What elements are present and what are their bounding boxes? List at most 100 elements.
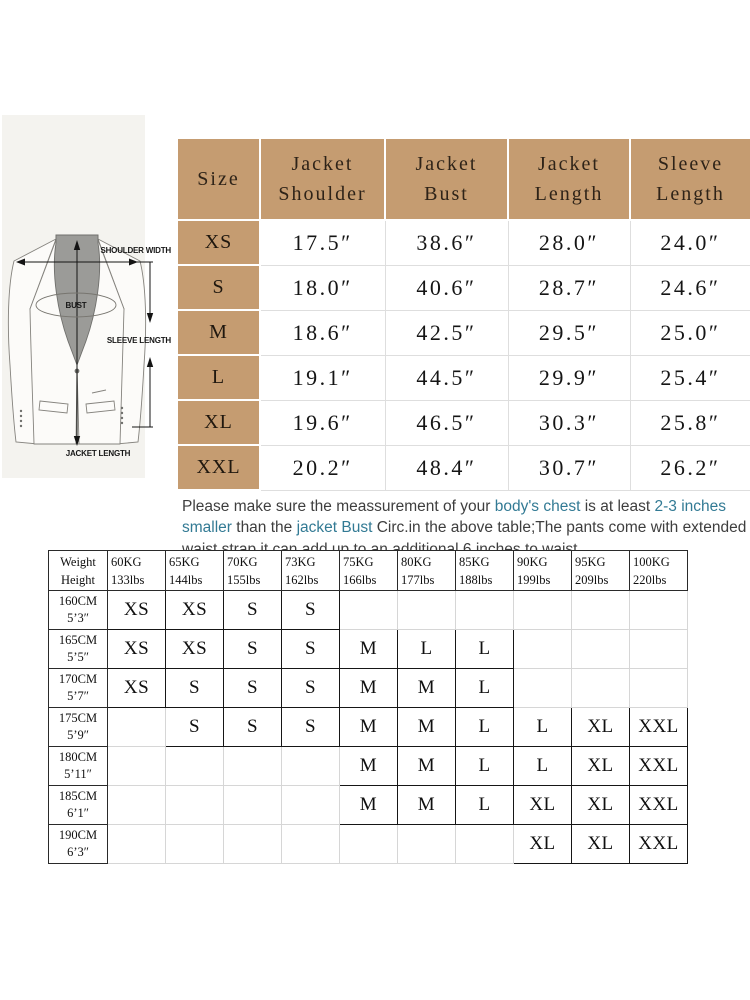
measurement-cell: 30.7″ [507,444,631,491]
height-ft: 5’3″ [67,611,89,625]
measurement-cell: 46.5″ [384,399,509,446]
weight-kg: 70KG [227,554,258,569]
weight-lbs: 144lbs [169,572,203,587]
measurement-cell: 19.1″ [259,354,386,401]
jacket-illustration: SHOULDER WIDTH BUST SLEEVE LENGTH JACKET… [2,115,172,478]
bust-ellipse [35,292,117,318]
height-cm: 165CM [58,633,98,647]
fit-size-cell: XS [165,629,224,669]
weight-kg: 90KG [517,554,548,569]
note-highlight: body's chest [494,497,581,515]
height-ft: 5’9″ [67,728,89,742]
fit-size-cell: S [223,629,282,669]
size-row: XS 17.5″ 38.6″ 28.0″ 24.0″ [176,219,750,266]
note-text: Please make sure the meassurement of you… [182,497,495,515]
fit-size-cell: S [165,668,224,708]
fit-size-cell: L [455,707,514,747]
measurement-cell: 30.3″ [507,399,631,446]
measurement-cell: 42.5″ [384,309,509,356]
size-chart-column-header: Sleeve Length [629,137,750,221]
height-label-cell: 165CM 5’5″ [48,629,108,669]
cuff-buttons [19,406,124,428]
fit-size-cell: XL [571,824,630,864]
weight-lbs: 166lbs [343,572,377,587]
weight-header-cell: 80KG 177lbs [397,550,456,591]
bust-label: BUST [66,301,87,310]
fit-size-cell: XS [107,629,166,669]
weight-header-cell: 70KG 155lbs [223,550,282,591]
fit-empty-cell [281,785,340,825]
size-chart-table: Size Jacket Shoulder Jacket Bust Jacket Len… [176,137,750,491]
height-ft: 6’1″ [67,806,89,820]
weight-lbs: 177lbs [401,572,435,587]
weight-lbs: 220lbs [633,572,667,587]
fit-size-cell: S [281,629,340,669]
height-cm: 175CM [58,711,98,725]
fit-size-cell: M [339,668,398,708]
note-highlight: jacket Bust [296,519,373,536]
fit-empty-cell [513,629,572,669]
jacket-length-label: JACKET LENGTH [66,449,131,458]
fit-size-cell: XXL [629,746,688,786]
height-ft: 5’5″ [67,650,89,664]
measurement-cell: 29.5″ [507,309,631,356]
height-label-cell: 185CM 6’1″ [48,785,108,825]
fit-empty-cell [107,707,166,747]
weight-kg: 65KG [169,554,200,569]
fit-corner-line: Weight [60,554,96,569]
fit-size-cell: M [397,668,456,708]
fit-empty-cell [107,824,166,864]
weight-kg: 100KG [633,554,670,569]
weight-kg: 73KG [285,554,316,569]
weight-lbs: 162lbs [285,572,319,587]
size-label-cell: S [176,264,261,311]
weight-header-cell: 75KG 166lbs [339,550,398,591]
fit-row: 180CM 5’11″ M M L L XL XXL [48,746,688,786]
height-ft: 5’11″ [64,767,92,781]
fit-row: 165CM 5’5″ XS XS S S M L L [48,629,688,669]
measurement-cell: 44.5″ [384,354,509,401]
measurement-cell: 24.0″ [629,219,750,266]
weight-header-cell: 100KG 220lbs [629,550,688,591]
measurement-cell: 29.9″ [507,354,631,401]
size-label-cell: XXL [176,444,261,491]
size-chart-corner-header: Size [176,137,261,221]
size-label-cell: XL [176,399,261,446]
fit-empty-cell [223,785,282,825]
weight-lbs: 188lbs [459,572,493,587]
fit-empty-cell [165,785,224,825]
note-highlight: 2-3 inches smaller [182,497,727,537]
fit-empty-cell [629,590,688,630]
measurement-cell: 38.6″ [384,219,509,266]
fit-empty-cell [629,668,688,708]
measurement-cell: 19.6″ [259,399,386,446]
fit-size-cell: XS [107,668,166,708]
fit-size-cell: S [165,707,224,747]
fit-size-cell: L [513,707,572,747]
weight-kg: 60KG [111,554,142,569]
jacket-diagram: SHOULDER WIDTH BUST SLEEVE LENGTH JACKET… [0,113,172,480]
size-label-cell: L [176,354,261,401]
fit-size-cell: M [397,707,456,747]
fit-size-cell: S [223,590,282,630]
measurement-cell: 28.0″ [507,219,631,266]
fit-empty-cell [107,746,166,786]
fit-size-cell: S [281,668,340,708]
fit-empty-cell [165,746,224,786]
fit-size-cell: S [281,590,340,630]
weight-lbs: 199lbs [517,572,551,587]
measurement-cell: 17.5″ [259,219,386,266]
fit-row: 175CM 5’9″ S S S M M L L XL XXL [48,707,688,747]
height-ft: 5’7″ [67,689,89,703]
height-cm: 170CM [58,672,98,686]
note-text: is at least [580,497,655,515]
weight-lbs: 155lbs [227,572,261,587]
fit-size-cell: XXL [629,707,688,747]
fit-empty-cell [455,590,514,630]
measurement-cell: 25.0″ [629,309,750,356]
measurement-arrows [16,240,154,446]
fit-empty-cell [223,746,282,786]
fit-size-cell: XL [513,824,572,864]
fit-matrix-table: Weight Height 60KG 133lbs 65KG 144lbs 70KG 155l… [48,550,688,864]
height-label-cell: 175CM 5’9″ [48,707,108,747]
